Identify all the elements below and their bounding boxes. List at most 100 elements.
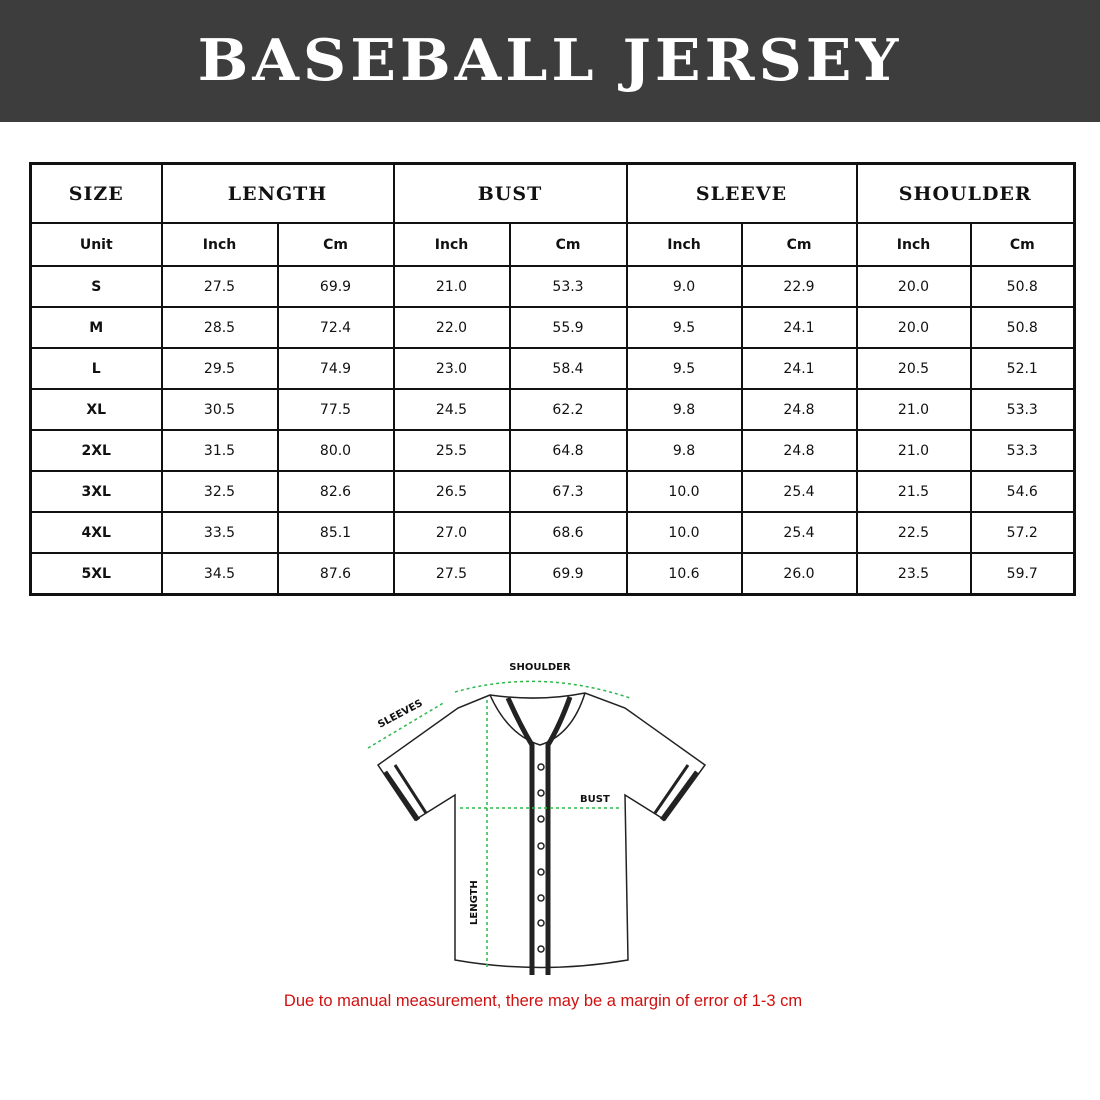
value-cell: 9.8: [625, 388, 743, 431]
value-cell: 9.5: [625, 347, 743, 390]
unit-cell: Inch: [855, 222, 972, 267]
value-cell: 20.5: [855, 347, 972, 390]
value-cell: 24.8: [740, 429, 858, 472]
measurement-note: Due to manual measurement, there may be …: [283, 992, 803, 1010]
value-cell: 22.0: [392, 306, 511, 349]
value-cell: 32.5: [160, 470, 279, 513]
table-row: L 29.5 74.9 23.0 58.4 9.5 24.1 20.5 52.1: [29, 347, 1076, 390]
bust-label: BUST: [580, 794, 610, 805]
value-cell: 64.8: [508, 429, 628, 472]
unit-cell: Inch: [392, 222, 511, 267]
value-cell: 30.5: [160, 388, 279, 431]
unit-cell: Cm: [276, 222, 395, 267]
value-cell: 10.6: [625, 552, 743, 596]
value-cell: 80.0: [276, 429, 395, 472]
value-cell: 50.8: [969, 265, 1076, 308]
value-cell: 9.0: [625, 265, 743, 308]
value-cell: 53.3: [508, 265, 628, 308]
value-cell: 68.6: [508, 511, 628, 554]
size-cell: 5XL: [29, 552, 163, 596]
unit-cell: Cm: [969, 222, 1076, 267]
size-cell: 4XL: [29, 511, 163, 554]
unit-cell: Inch: [625, 222, 743, 267]
value-cell: 31.5: [160, 429, 279, 472]
value-cell: 20.0: [855, 306, 972, 349]
table-row: XL 30.5 77.5 24.5 62.2 9.8 24.8 21.0 53.3: [29, 388, 1076, 431]
value-cell: 58.4: [508, 347, 628, 390]
table-row: 2XL 31.5 80.0 25.5 64.8 9.8 24.8 21.0 53.3: [29, 429, 1076, 472]
value-cell: 21.0: [855, 388, 972, 431]
table-row: S 27.5 69.9 21.0 53.3 9.0 22.9 20.0 50.8: [29, 265, 1076, 308]
value-cell: 24.1: [740, 306, 858, 349]
length-label: LENGTH: [469, 880, 480, 925]
value-cell: 24.8: [740, 388, 858, 431]
value-cell: 27.0: [392, 511, 511, 554]
size-cell: 2XL: [29, 429, 163, 472]
shoulder-label: SHOULDER: [509, 662, 571, 673]
unit-cell: Cm: [740, 222, 858, 267]
value-cell: 74.9: [276, 347, 395, 390]
size-cell: 3XL: [29, 470, 163, 513]
jersey-measurement-diagram: SHOULDER SLEEVES BUST LENGTH: [360, 650, 720, 980]
value-cell: 53.3: [969, 388, 1076, 431]
value-cell: 22.9: [740, 265, 858, 308]
unit-cell: Inch: [160, 222, 279, 267]
value-cell: 69.9: [508, 552, 628, 596]
table-row: M 28.5 72.4 22.0 55.9 9.5 24.1 20.0 50.8: [29, 306, 1076, 349]
size-chart-table: SIZE LENGTH BUST SLEEVE SHOULDER Unit In…: [29, 162, 1076, 596]
value-cell: 69.9: [276, 265, 395, 308]
value-cell: 27.5: [160, 265, 279, 308]
table-row: 4XL 33.5 85.1 27.0 68.6 10.0 25.4 22.5 57.2: [29, 511, 1076, 554]
header-bust: BUST: [392, 162, 628, 224]
size-cell: S: [29, 265, 163, 308]
unit-label: Unit: [29, 222, 163, 267]
value-cell: 54.6: [969, 470, 1076, 513]
value-cell: 33.5: [160, 511, 279, 554]
value-cell: 10.0: [625, 470, 743, 513]
value-cell: 57.2: [969, 511, 1076, 554]
value-cell: 62.2: [508, 388, 628, 431]
value-cell: 29.5: [160, 347, 279, 390]
value-cell: 21.5: [855, 470, 972, 513]
value-cell: 24.5: [392, 388, 511, 431]
value-cell: 67.3: [508, 470, 628, 513]
size-cell: M: [29, 306, 163, 349]
value-cell: 23.0: [392, 347, 511, 390]
header-row: SIZE LENGTH BUST SLEEVE SHOULDER: [29, 162, 1076, 224]
value-cell: 87.6: [276, 552, 395, 596]
header-sleeve: SLEEVE: [625, 162, 858, 224]
value-cell: 25.4: [740, 470, 858, 513]
value-cell: 9.8: [625, 429, 743, 472]
value-cell: 72.4: [276, 306, 395, 349]
value-cell: 24.1: [740, 347, 858, 390]
size-cell: L: [29, 347, 163, 390]
value-cell: 59.7: [969, 552, 1076, 596]
header-shoulder: SHOULDER: [855, 162, 1076, 224]
value-cell: 28.5: [160, 306, 279, 349]
value-cell: 22.5: [855, 511, 972, 554]
value-cell: 55.9: [508, 306, 628, 349]
value-cell: 52.1: [969, 347, 1076, 390]
value-cell: 26.5: [392, 470, 511, 513]
jersey-illustration: SHOULDER SLEEVES BUST LENGTH: [367, 662, 707, 975]
unit-row: Unit Inch Cm Inch Cm Inch Cm Inch Cm: [29, 222, 1076, 267]
value-cell: 10.0: [625, 511, 743, 554]
unit-cell: Cm: [508, 222, 628, 267]
value-cell: 34.5: [160, 552, 279, 596]
value-cell: 21.0: [392, 265, 511, 308]
value-cell: 77.5: [276, 388, 395, 431]
sleeves-label: SLEEVES: [376, 698, 424, 731]
value-cell: 82.6: [276, 470, 395, 513]
size-cell: XL: [29, 388, 163, 431]
title-banner: BASEBALL JERSEY: [0, 0, 1100, 122]
value-cell: 23.5: [855, 552, 972, 596]
page-title: BASEBALL JERSEY: [197, 27, 903, 95]
value-cell: 25.5: [392, 429, 511, 472]
value-cell: 53.3: [969, 429, 1076, 472]
header-length: LENGTH: [160, 162, 395, 224]
table-row: 5XL 34.5 87.6 27.5 69.9 10.6 26.0 23.5 59.7: [29, 552, 1076, 596]
value-cell: 27.5: [392, 552, 511, 596]
table-row: 3XL 32.5 82.6 26.5 67.3 10.0 25.4 21.5 54.6: [29, 470, 1076, 513]
value-cell: 50.8: [969, 306, 1076, 349]
value-cell: 9.5: [625, 306, 743, 349]
